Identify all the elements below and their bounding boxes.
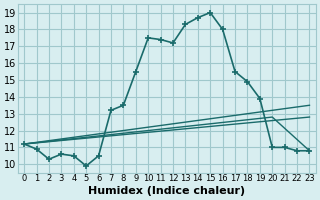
X-axis label: Humidex (Indice chaleur): Humidex (Indice chaleur) xyxy=(88,186,245,196)
